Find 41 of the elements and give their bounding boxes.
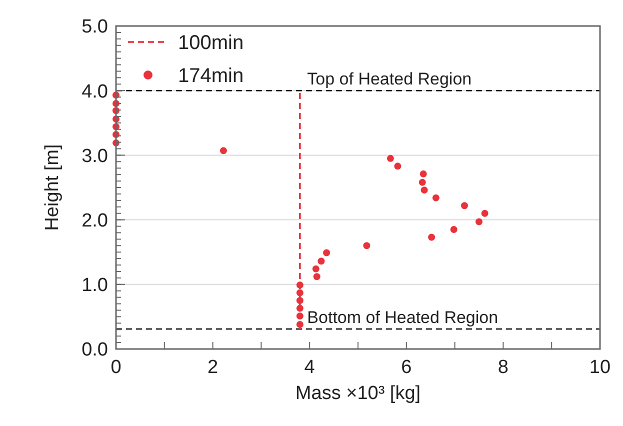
point [296, 289, 304, 296]
x-tick-label: 8 [498, 357, 508, 378]
point [220, 147, 227, 154]
point [312, 265, 320, 272]
y-tick-label: 1.0 [82, 275, 108, 296]
point [394, 162, 402, 170]
point [318, 258, 325, 265]
x-tick-label: 10 [589, 357, 611, 378]
x-tick-label: 2 [208, 357, 218, 378]
legend-label: 100min [178, 32, 244, 54]
y-tick-label: 2.0 [82, 210, 108, 232]
point [418, 178, 426, 186]
point [296, 312, 304, 320]
point [296, 320, 304, 328]
y-tick-label: 5.0 [82, 16, 108, 38]
point [363, 242, 370, 250]
y-tick-label: 3.0 [82, 146, 108, 167]
point [386, 154, 394, 162]
point [296, 304, 304, 312]
point [420, 186, 428, 194]
point [450, 226, 458, 233]
point [296, 282, 304, 289]
point [428, 234, 436, 241]
x-tick-label: 0 [110, 357, 122, 378]
legend-label: 174min [178, 65, 244, 87]
point [432, 194, 440, 202]
ref-line-label: Top of Heated Region [307, 70, 472, 89]
point [313, 273, 320, 280]
x-tick-label: 4 [304, 357, 316, 378]
point [460, 202, 468, 210]
point [323, 249, 330, 256]
y-tick-label: 4.0 [82, 81, 108, 102]
point [481, 210, 488, 217]
y-tick-label: 0.0 [82, 340, 108, 361]
ref-line-label: Bottom of Heated Region [307, 308, 498, 327]
y-axis-title: Height [m] [42, 144, 63, 231]
x-axis-title: Mass ×10³ [kg] [295, 383, 421, 404]
point [476, 218, 482, 226]
x-tick-label: 6 [401, 357, 412, 378]
point [296, 297, 304, 304]
point [420, 170, 427, 178]
